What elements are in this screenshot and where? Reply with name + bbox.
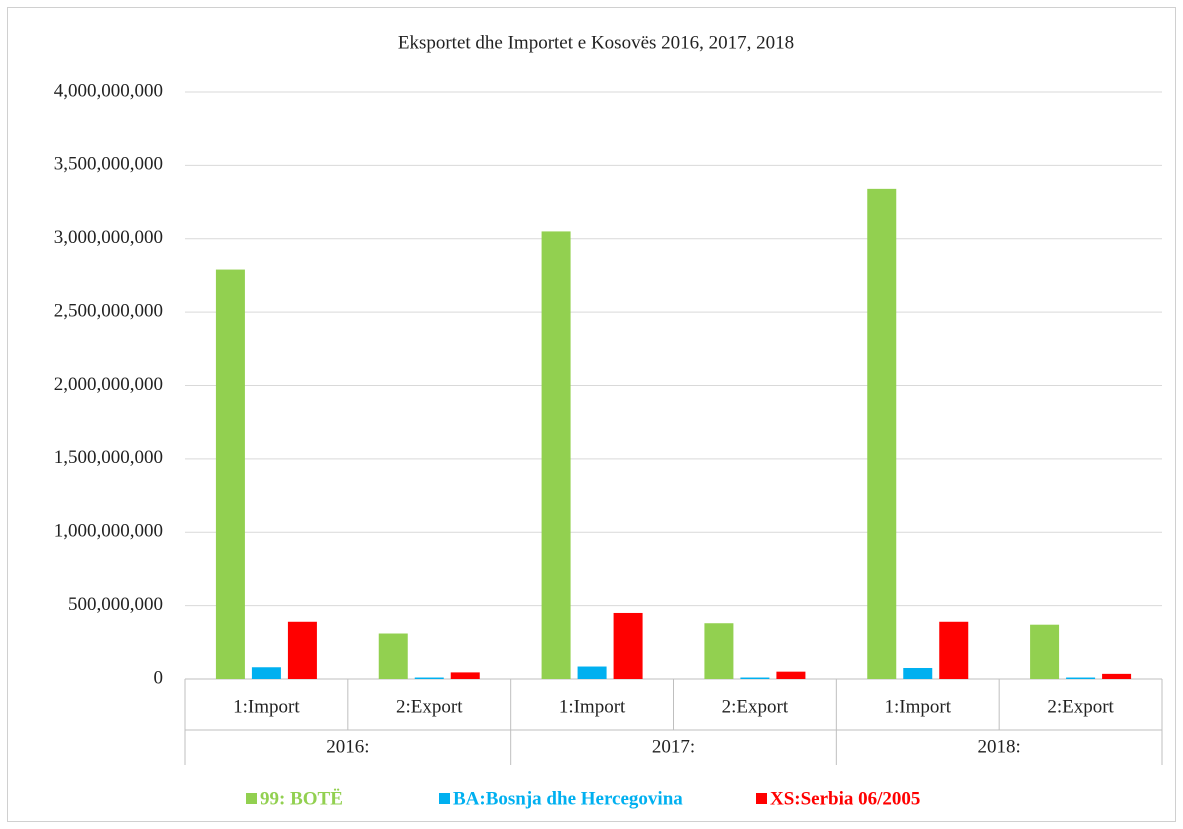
x-tick-label: 2:Export: [1047, 696, 1114, 717]
bar: [541, 231, 571, 679]
group-label: 2017:: [652, 736, 695, 757]
bar: [577, 666, 607, 679]
legend-swatch: [756, 793, 767, 804]
bar: [378, 633, 408, 679]
bar: [1066, 677, 1096, 679]
legend-swatch: [246, 793, 257, 804]
bar: [740, 677, 770, 679]
x-tick-label: 2:Export: [396, 696, 463, 717]
bar: [450, 672, 480, 679]
legend-label: XS:Serbia 06/2005: [770, 788, 920, 809]
bar: [287, 621, 317, 679]
chart-border: [7, 7, 1176, 822]
bar: [704, 623, 734, 679]
x-tick-label: 2:Export: [722, 696, 789, 717]
legend-label: 99: BOTË: [260, 788, 343, 809]
bar: [1030, 624, 1060, 679]
y-tick-label: 1,500,000,000: [54, 447, 163, 468]
bar: [867, 188, 897, 680]
legend-swatch: [439, 793, 450, 804]
x-tick-label: 1:Import: [559, 696, 626, 717]
y-tick-label: 3,500,000,000: [54, 154, 163, 175]
bar: [776, 671, 806, 679]
bar: [939, 621, 969, 679]
y-tick-label: 0: [154, 667, 164, 688]
bar: [251, 667, 281, 679]
bar: [903, 667, 933, 679]
y-tick-label: 2,500,000,000: [54, 300, 163, 321]
group-label: 2016:: [326, 736, 369, 757]
bar: [215, 269, 245, 679]
bar: [414, 677, 444, 679]
y-tick-label: 500,000,000: [68, 594, 163, 615]
y-tick-label: 4,000,000,000: [54, 80, 163, 101]
chart-title: Eksportet dhe Importet e Kosovës 2016, 2…: [398, 32, 794, 53]
group-label: 2018:: [978, 736, 1021, 757]
bar: [1102, 673, 1132, 679]
x-tick-label: 1:Import: [885, 696, 952, 717]
bar: [613, 612, 643, 679]
legend-label: BA:Bosnja dhe Hercegovina: [453, 788, 683, 809]
y-tick-label: 1,000,000,000: [54, 521, 163, 542]
y-tick-label: 2,000,000,000: [54, 374, 163, 395]
x-tick-label: 1:Import: [233, 696, 300, 717]
y-tick-label: 3,000,000,000: [54, 227, 163, 248]
